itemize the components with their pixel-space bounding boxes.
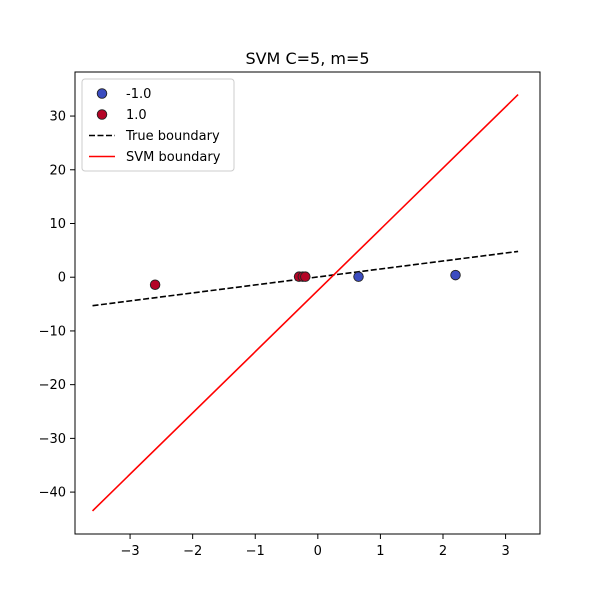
chart-title: SVM C=5, m=5 — [245, 49, 369, 68]
legend-label: -1.0 — [126, 87, 151, 102]
y-tick-label: 0 — [58, 271, 66, 286]
legend: -1.0 1.0 True boundary SVM boundary — [81, 78, 235, 172]
class-pos-point — [149, 279, 161, 290]
y-tick-label: 30 — [49, 110, 66, 125]
y-tick-label: 10 — [49, 217, 66, 232]
legend-label: True boundary — [125, 129, 220, 144]
x-tick-label: 0 — [314, 544, 322, 559]
y-tick-label: 20 — [49, 163, 66, 178]
class-neg-point — [353, 271, 364, 282]
x-tick-label: 1 — [376, 544, 384, 559]
legend-box — [81, 78, 235, 172]
x-tick-label: −1 — [246, 544, 265, 559]
x-tick-label: −3 — [120, 544, 139, 559]
plot-layer — [91, 93, 519, 512]
legend-marker — [96, 88, 108, 99]
y-tick-label: −30 — [39, 432, 66, 447]
y-tick-label: −20 — [39, 378, 66, 393]
y-tick-label: −40 — [39, 486, 66, 501]
legend-label: 1.0 — [126, 108, 147, 123]
y-tick-label: −10 — [39, 324, 66, 339]
legend-label: SVM boundary — [126, 150, 221, 165]
class-pos-point — [300, 271, 311, 282]
x-tick-label: 2 — [439, 544, 447, 559]
svm-boundary-line — [91, 93, 519, 512]
legend-marker — [96, 109, 108, 120]
x-tick-label: −2 — [183, 544, 202, 559]
class-neg-point — [450, 269, 461, 281]
plot-area-frame — [74, 71, 541, 535]
x-tick-label: 3 — [501, 544, 509, 559]
